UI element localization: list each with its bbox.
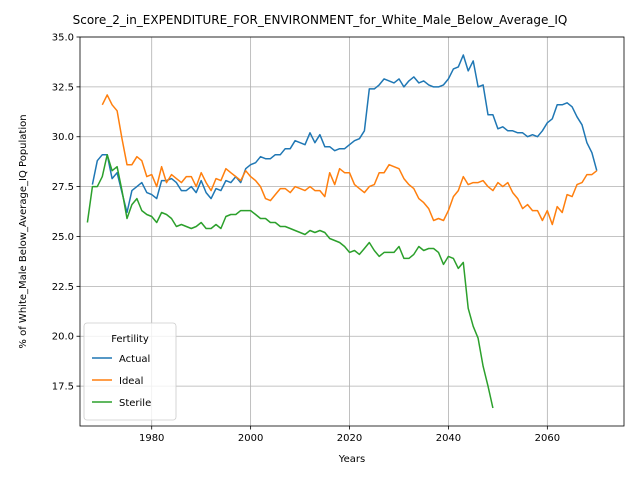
series-lines xyxy=(86,54,598,409)
y-tick-label: 27.5 xyxy=(52,182,74,193)
y-tick-label: 35.0 xyxy=(52,33,74,44)
x-axis-label: Years xyxy=(338,454,365,465)
legend-label-sterile: Sterile xyxy=(119,398,151,409)
y-tick-label: 22.5 xyxy=(52,282,74,293)
legend-label-actual: Actual xyxy=(119,354,150,365)
series-line-actual xyxy=(91,54,598,214)
y-tick-label: 32.5 xyxy=(52,82,74,93)
y-tick-label: 20.0 xyxy=(52,332,74,343)
axis-ticks: 1980 2000 2020 2040 2060 17.5 20.0 22.5 25.0 27.5… xyxy=(52,33,560,445)
series-line-sterile xyxy=(86,153,494,409)
legend-box xyxy=(83,322,177,421)
x-tick-label: 2040 xyxy=(436,433,461,444)
y-tick-label: 17.5 xyxy=(52,382,74,393)
y-axis-label: % of White_Male Below_Average_IQ Populat… xyxy=(18,114,29,348)
series-line-ideal xyxy=(101,94,598,226)
x-tick-label: 2000 xyxy=(238,433,263,444)
chart-title: Score_2_in_EXPENDITURE_FOR_ENVIRONMENT_f… xyxy=(73,13,568,27)
legend: Fertility Actual Ideal Sterile xyxy=(83,322,177,421)
legend-label-ideal: Ideal xyxy=(119,376,143,387)
x-tick-label: 1980 xyxy=(139,433,164,444)
legend-title: Fertility xyxy=(111,334,149,345)
x-tick-label: 2060 xyxy=(535,433,560,444)
y-tick-label: 30.0 xyxy=(52,132,74,143)
grid xyxy=(80,36,624,426)
y-tick-label: 25.0 xyxy=(52,232,74,243)
x-tick-label: 2020 xyxy=(337,433,362,444)
plot-frame xyxy=(79,36,625,427)
